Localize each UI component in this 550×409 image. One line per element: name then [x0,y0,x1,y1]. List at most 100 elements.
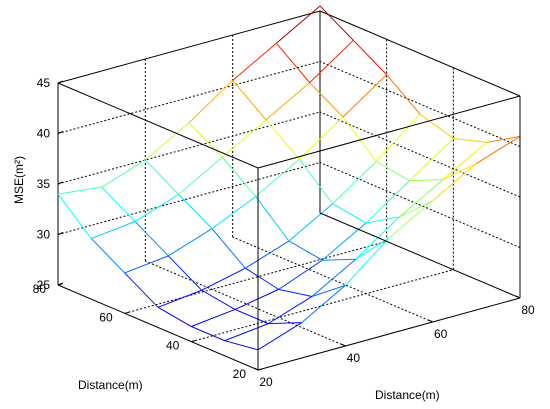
mesh-segment [309,39,354,83]
x-axis-label: Distance(m) [375,388,440,402]
grid-line [57,111,321,185]
mesh-segment [419,113,454,139]
mesh-segment [157,306,192,327]
mesh-segment [442,163,477,181]
surface-mesh [57,5,521,351]
box-edge [319,10,521,97]
x-tick-label: 60 [434,327,448,341]
z-tick-mark [57,80,64,84]
mesh-segment [188,122,223,158]
mesh-segment [386,74,421,115]
z-tick-label: 25 [37,278,51,292]
z-tick-label: 45 [37,76,51,90]
mesh-segment [168,228,213,257]
mesh-segment [399,200,433,218]
mesh-segment [322,222,367,261]
axes-box-back [57,10,521,298]
grid-line [57,61,321,134]
mesh-segment [319,5,354,41]
mesh-segment [409,179,444,182]
mesh-segment [388,200,433,239]
mesh-segment [188,80,234,124]
mesh-segment [311,284,346,297]
box-edge [57,10,321,84]
y-axis-line [57,284,259,371]
mesh-segment [144,159,180,195]
x-axis-line [257,297,521,371]
y-tick-label: 20 [233,367,247,381]
box-edge [257,95,521,169]
x-tick-mark [253,367,259,371]
mesh-segment [167,255,203,291]
mesh-segment [222,119,267,158]
mesh-segment [486,135,521,143]
mesh-segment [265,82,310,121]
mesh-segment [221,156,257,197]
mesh-segment [265,119,300,160]
mesh-segment [355,237,390,260]
mesh-segment [399,179,444,218]
mesh-segment [355,216,400,260]
mesh-segment [224,340,259,351]
mesh-segment [255,158,300,197]
z-axis-label: MSE(m²) [12,156,26,204]
y-tick-mark [257,368,263,371]
mesh-segment [298,158,334,205]
mesh-segment [322,258,356,261]
mesh-segment [376,161,410,182]
mesh-segment [201,267,246,291]
mesh-segment [311,258,356,297]
grid-line [319,61,521,147]
mesh-segment [101,159,146,188]
mesh-segment [268,296,313,325]
mesh-segment [245,240,290,269]
mesh-segment [234,288,279,310]
mesh-segment [157,289,202,308]
z-tick-label: 35 [37,177,51,191]
mesh-segment [432,163,477,202]
x-tick-label: 40 [347,351,361,365]
mesh-segment [191,326,225,342]
y-tick-mark [124,311,129,314]
y-tick-mark [191,340,196,343]
y-tick-label: 40 [166,339,180,353]
x-tick-mark [341,343,346,347]
mesh-segment [476,135,521,164]
mesh-segment [124,272,159,308]
grid-lines [57,35,521,347]
mesh-segment [332,161,377,205]
z-tick-mark [57,282,64,286]
axes-box-front [57,82,521,371]
x-tick-label: 80 [521,303,535,317]
mesh-segment [409,138,454,182]
x-tick-mark [515,295,521,299]
mesh-segment [211,196,256,230]
x-tick-mark [428,319,433,323]
mesh-segment [245,267,279,290]
mesh-segment [332,203,367,224]
mesh-segment [90,238,126,274]
mesh-segment [134,221,169,257]
mesh-segment [276,5,321,44]
mesh-segment [301,285,346,324]
mesh-segment [442,142,487,181]
mesh-segment [344,237,390,286]
grid-line [145,260,346,347]
mesh-segment [57,186,102,195]
mesh-segment [224,323,269,342]
y-tick-label: 60 [99,310,113,324]
z-tick-mark [57,232,64,235]
mesh-segment [268,322,302,325]
mesh-segment [232,42,277,81]
mesh-segment [134,193,179,222]
mesh-segment [278,259,323,290]
mesh-segment [365,180,411,224]
z-tick-mark [57,181,64,185]
mesh-segment [453,137,487,143]
mesh-segment [365,216,400,224]
mesh-segment [101,186,136,222]
mesh-segment [275,42,311,83]
y-axis-label: Distance(m) [78,378,143,392]
